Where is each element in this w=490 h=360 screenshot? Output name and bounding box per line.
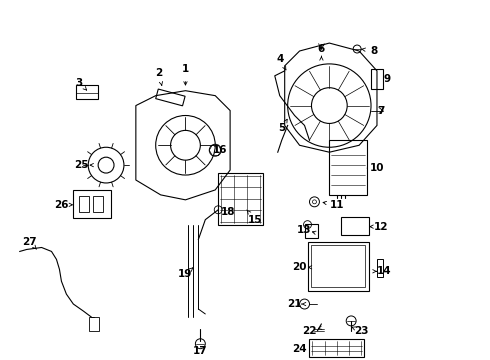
Bar bbox=[371, 69, 383, 89]
Bar bbox=[310, 339, 364, 357]
Text: 26: 26 bbox=[54, 200, 69, 210]
Bar bbox=[341, 217, 369, 235]
Text: 9: 9 bbox=[383, 74, 391, 84]
Text: 17: 17 bbox=[193, 346, 208, 356]
Text: 23: 23 bbox=[354, 326, 368, 336]
Text: 27: 27 bbox=[23, 237, 37, 247]
Text: 3: 3 bbox=[75, 78, 83, 88]
Text: 12: 12 bbox=[374, 222, 388, 231]
Text: 16: 16 bbox=[213, 145, 227, 155]
Text: 14: 14 bbox=[377, 266, 391, 276]
Text: 21: 21 bbox=[287, 299, 302, 309]
Bar bbox=[218, 173, 263, 225]
Bar bbox=[89, 317, 99, 331]
Bar bbox=[93, 196, 103, 212]
Text: 5: 5 bbox=[278, 123, 285, 134]
Text: 2: 2 bbox=[155, 68, 162, 78]
Text: 4: 4 bbox=[276, 54, 283, 64]
Text: 1: 1 bbox=[182, 64, 189, 74]
Text: 13: 13 bbox=[297, 225, 312, 235]
Text: 25: 25 bbox=[74, 160, 89, 170]
Text: 15: 15 bbox=[247, 215, 262, 225]
Text: 22: 22 bbox=[302, 326, 317, 336]
Bar bbox=[312, 246, 365, 287]
Bar bbox=[305, 224, 318, 238]
Bar bbox=[377, 260, 383, 277]
Bar bbox=[76, 85, 98, 99]
Text: 20: 20 bbox=[293, 262, 307, 272]
Bar bbox=[79, 196, 89, 212]
Bar bbox=[308, 242, 369, 291]
Text: 19: 19 bbox=[178, 269, 193, 279]
Text: 10: 10 bbox=[370, 163, 384, 173]
Text: 8: 8 bbox=[370, 46, 378, 56]
Text: 24: 24 bbox=[292, 344, 307, 354]
Bar bbox=[156, 89, 185, 106]
Bar bbox=[329, 140, 367, 195]
Bar bbox=[74, 190, 111, 218]
Text: 11: 11 bbox=[330, 200, 344, 210]
Text: 18: 18 bbox=[221, 207, 235, 217]
Text: 7: 7 bbox=[377, 105, 385, 116]
Text: 6: 6 bbox=[318, 44, 325, 54]
